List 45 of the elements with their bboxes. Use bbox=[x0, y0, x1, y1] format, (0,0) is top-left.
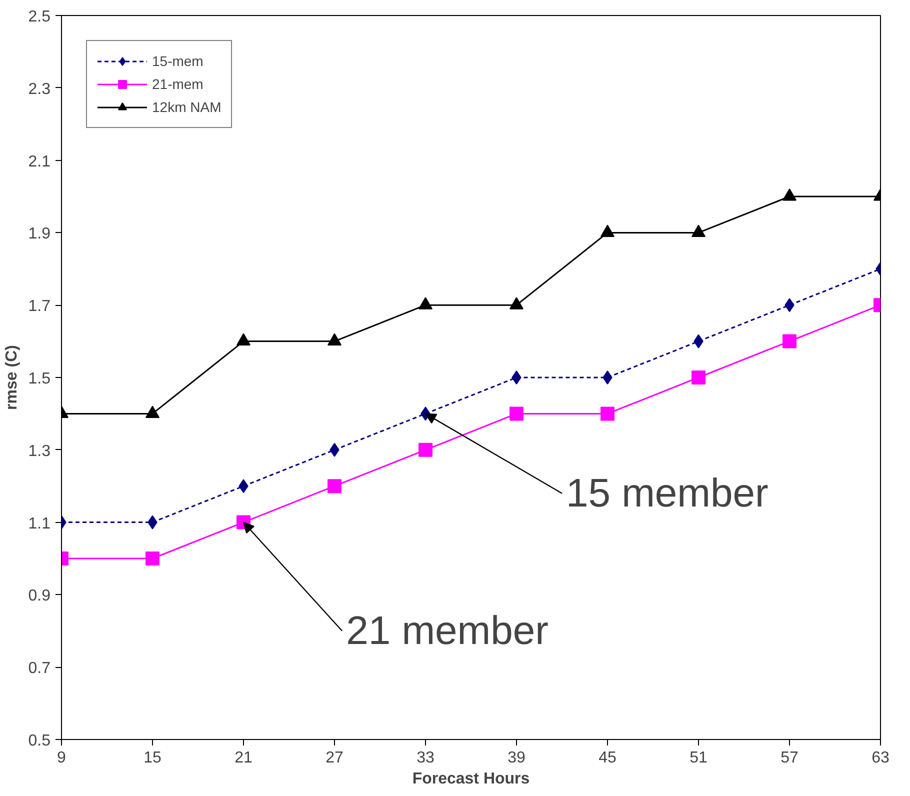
point bbox=[692, 224, 706, 237]
x-tick-label: 27 bbox=[326, 750, 344, 766]
x-axis-title: Forecast Hours bbox=[412, 770, 530, 788]
y-tick-label: 0.7 bbox=[28, 660, 51, 678]
x-tick-label: 15 bbox=[144, 750, 162, 766]
x-tick-label: 9 bbox=[57, 750, 66, 766]
x-tick-label: 33 bbox=[416, 750, 434, 766]
y-tick-label: 2.1 bbox=[28, 153, 51, 170]
legend-label: 12km NAM bbox=[152, 99, 222, 115]
x-tick-label: 51 bbox=[690, 750, 708, 766]
y-tick-label: 0.5 bbox=[28, 732, 51, 750]
point bbox=[512, 370, 522, 384]
y-axis-title: rmse (C) bbox=[3, 345, 20, 410]
y-tick-label: 1.7 bbox=[28, 298, 51, 316]
x-tick-label: 21 bbox=[234, 750, 252, 766]
point bbox=[600, 224, 614, 237]
x-tick-label: 57 bbox=[780, 750, 798, 766]
y-tick-label: 1.1 bbox=[28, 515, 51, 532]
legend-label: 21-mem bbox=[152, 76, 204, 92]
legend-label: 15-mem bbox=[152, 53, 204, 69]
point bbox=[510, 297, 524, 310]
y-tick-label: 1.5 bbox=[28, 370, 51, 388]
annotation: 15 member bbox=[566, 471, 768, 516]
point bbox=[782, 334, 796, 348]
x-tick-label: 45 bbox=[598, 750, 616, 766]
point bbox=[602, 370, 612, 384]
point bbox=[418, 442, 432, 457]
point bbox=[328, 333, 342, 346]
x-tick-label: 39 bbox=[508, 750, 526, 766]
annotation: 21 member bbox=[346, 608, 548, 653]
point bbox=[418, 297, 432, 310]
y-tick-label: 0.9 bbox=[28, 588, 51, 605]
point bbox=[782, 188, 796, 201]
point bbox=[692, 370, 706, 384]
y-tick-label: 2.3 bbox=[28, 80, 51, 98]
point bbox=[328, 479, 342, 494]
point bbox=[510, 406, 524, 421]
point bbox=[146, 406, 160, 418]
point bbox=[146, 552, 160, 566]
x-tick-label: 63 bbox=[872, 750, 890, 766]
y-tick-label: 1.3 bbox=[28, 442, 51, 460]
point bbox=[236, 333, 250, 346]
point bbox=[600, 406, 614, 421]
y-tick-label: 1.9 bbox=[28, 226, 51, 243]
y-tick-label: 2.5 bbox=[28, 8, 51, 26]
